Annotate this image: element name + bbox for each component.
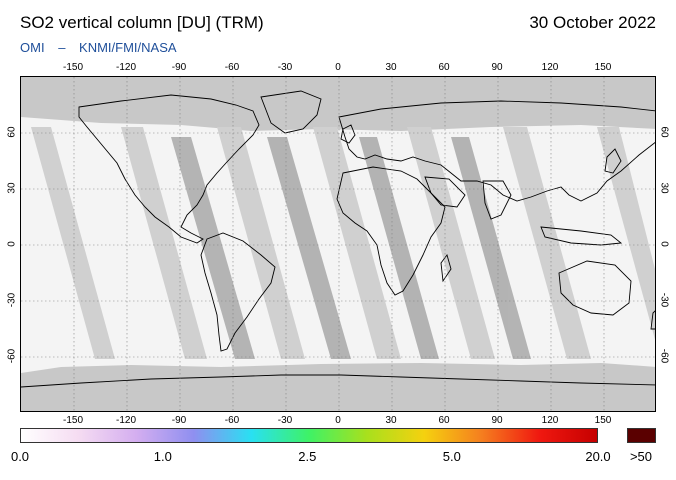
right-lat-tick: 60	[658, 126, 670, 138]
top-lon-tick: -60	[224, 62, 240, 73]
bottom-lon-tick: -150	[62, 415, 84, 426]
top-lon-tick: -90	[171, 62, 187, 73]
credit-agencies: KNMI/FMI/NASA	[79, 40, 177, 55]
bottom-lon-tick: -30	[277, 415, 293, 426]
top-lon-tick: 150	[594, 62, 612, 73]
date-label: 30 October 2022	[529, 13, 656, 32]
bottom-lon-tick: 150	[594, 415, 612, 426]
top-lon-tick: -120	[115, 62, 137, 73]
africa	[336, 166, 446, 296]
chart-title: SO2 vertical column [DU] (TRM)	[20, 13, 264, 32]
top-lon-tick: 0	[335, 62, 341, 73]
colorbar-overflow-swatch	[627, 428, 656, 443]
bottom-lon-tick: -60	[224, 415, 240, 426]
colorbar	[20, 428, 598, 443]
bottom-lon-tick: -120	[115, 415, 137, 426]
colorbar-label: 5.0	[442, 449, 461, 464]
left-lat-tick: 30	[6, 182, 18, 194]
top-lon-tick: 60	[438, 62, 450, 73]
top-lon-tick: 30	[385, 62, 397, 73]
graticule	[21, 77, 655, 411]
top-lon-tick: -30	[277, 62, 293, 73]
colorbar-label: >50	[629, 449, 653, 464]
right-lat-tick: -60	[658, 348, 670, 364]
colorbar-label: 2.5	[298, 449, 317, 464]
left-lat-tick: 60	[6, 126, 18, 138]
uk	[340, 124, 356, 144]
top-lon-tick: 90	[491, 62, 503, 73]
no-data-south	[21, 363, 655, 411]
greenland	[260, 90, 322, 134]
left-lat-tick: 0	[6, 241, 18, 247]
credit-line: OMI – KNMI/FMI/NASA	[20, 40, 177, 55]
japan	[604, 148, 622, 174]
bottom-lon-tick: -90	[171, 415, 187, 426]
antarctica	[21, 374, 655, 388]
bottom-lon-tick: 120	[541, 415, 559, 426]
colorbar-label: 0.0	[10, 449, 30, 464]
no-data-north	[21, 77, 655, 131]
credit-instrument: OMI	[20, 40, 45, 55]
bottom-lon-tick: 30	[385, 415, 397, 426]
bottom-lon-tick: 60	[438, 415, 450, 426]
indonesia	[540, 226, 623, 246]
map-panel	[20, 76, 656, 412]
left-lat-tick: -30	[6, 292, 18, 308]
colorbar-label: 20.0	[585, 449, 611, 464]
right-lat-tick: 30	[658, 182, 670, 194]
arabia	[424, 176, 466, 208]
world-map	[21, 77, 655, 411]
top-lon-tick: 120	[541, 62, 559, 73]
new-zealand	[650, 310, 655, 330]
bottom-lon-tick: 0	[335, 415, 341, 426]
south-america	[200, 232, 276, 352]
north-america	[78, 94, 260, 244]
eurasia	[338, 100, 655, 202]
top-lon-tick: -150	[62, 62, 84, 73]
orbit-gaps-dark	[171, 137, 531, 359]
right-lat-tick: -30	[658, 292, 670, 308]
right-lat-tick: 0	[658, 241, 670, 247]
bottom-lon-tick: 90	[491, 415, 503, 426]
india	[482, 180, 512, 220]
left-lat-tick: -60	[6, 348, 18, 364]
australia	[558, 260, 632, 316]
coastlines	[21, 90, 655, 388]
credit-separator: –	[58, 40, 66, 55]
colorbar-label: 1.0	[153, 449, 172, 464]
